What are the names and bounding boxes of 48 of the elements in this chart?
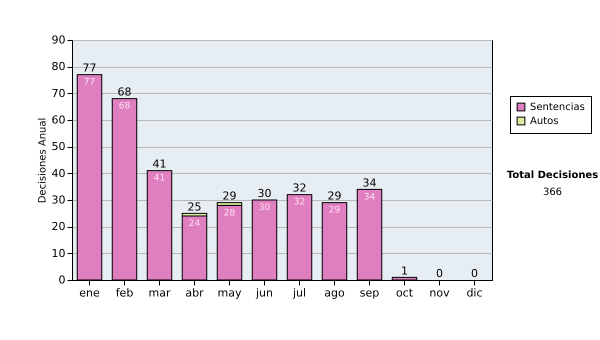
y-axis-title: Decisiones Anual bbox=[38, 118, 49, 204]
total-label: 30 bbox=[258, 187, 272, 200]
total-label: 34 bbox=[362, 176, 376, 190]
total-label: 77 bbox=[82, 62, 96, 75]
data-label: 32 bbox=[294, 198, 306, 208]
total-label: 32 bbox=[292, 182, 306, 195]
text: 366 bbox=[542, 187, 564, 198]
data-label: 41 bbox=[154, 174, 166, 184]
y-tick-label: 10 bbox=[52, 246, 66, 260]
data-label: 29 bbox=[328, 206, 340, 216]
total-label: 1 bbox=[401, 264, 408, 278]
x-tick-label: nov bbox=[429, 286, 450, 300]
x-tick-label: sep bbox=[360, 286, 380, 300]
y-tick-label: 90 bbox=[52, 34, 66, 46]
y-tick-label: 20 bbox=[52, 220, 66, 234]
x-tick-label: mar bbox=[148, 286, 171, 300]
y-tick-label: 40 bbox=[52, 166, 66, 180]
y-tick-label: 0 bbox=[58, 274, 66, 286]
y-tick-label: 50 bbox=[52, 140, 66, 154]
total-label: 25 bbox=[188, 200, 202, 214]
y-tick-label: 80 bbox=[52, 60, 66, 74]
x-tick-label: jul bbox=[292, 286, 306, 300]
x-tick-label: may bbox=[218, 286, 242, 300]
total-label: 41 bbox=[152, 158, 166, 171]
data-label: 34 bbox=[364, 192, 376, 202]
x-tick-label: jun bbox=[255, 286, 274, 300]
total-label: 0 bbox=[436, 267, 443, 280]
data-label: 24 bbox=[188, 219, 200, 229]
data-label: 77 bbox=[84, 78, 96, 88]
total-label: 0 bbox=[471, 267, 478, 280]
data-label: 28 bbox=[224, 208, 236, 218]
data-label: 68 bbox=[118, 102, 130, 112]
text: Total Decisiones bbox=[506, 170, 600, 181]
x-tick-label: feb bbox=[116, 286, 134, 300]
x-tick-label: oct bbox=[396, 286, 414, 300]
x-tick-label: dic bbox=[466, 286, 483, 300]
y-tick-label: 60 bbox=[52, 114, 66, 126]
x-tick-label: ene bbox=[79, 286, 100, 300]
x-tick-label: ago bbox=[324, 286, 345, 300]
total-label: 68 bbox=[118, 86, 132, 99]
total-label: 29 bbox=[222, 190, 236, 203]
data-label: 30 bbox=[258, 203, 270, 213]
x-tick-label: abr bbox=[185, 286, 204, 300]
total-label: 29 bbox=[328, 190, 342, 203]
legend-label: Sentencias bbox=[530, 102, 585, 113]
y-tick-label: 30 bbox=[52, 194, 66, 206]
y-tick-label: 70 bbox=[52, 86, 66, 100]
legend-label: Autos bbox=[530, 116, 558, 127]
